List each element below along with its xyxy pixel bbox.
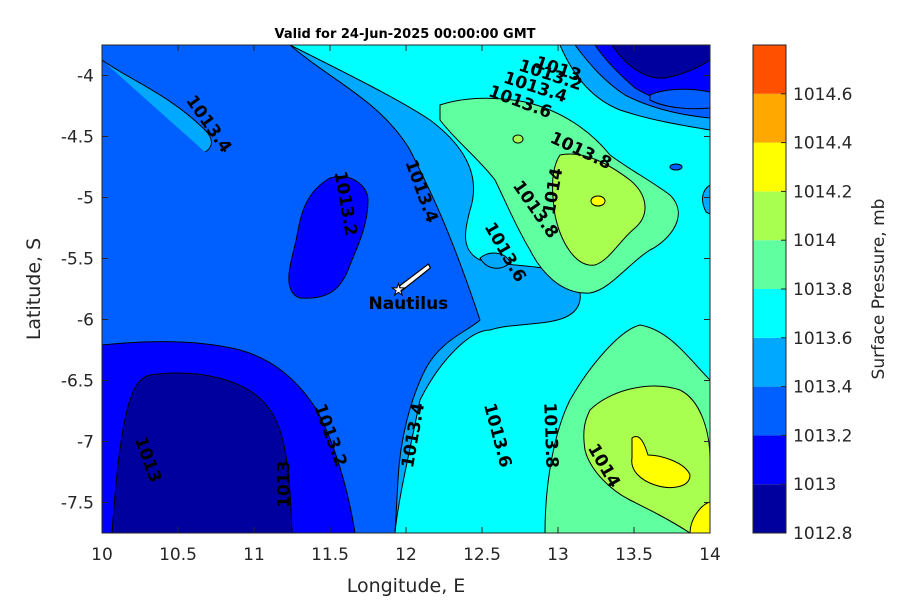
y-tick-label: -4 — [77, 67, 94, 87]
star-icon: ★ — [391, 280, 405, 299]
contour-label: 1013.8 — [539, 402, 561, 468]
colorbar: 1014.6 1014.4 1014.2 1014 1013.8 1013.6 1013.4… — [752, 44, 852, 544]
colorbar-tick-label: 1014 — [793, 231, 836, 251]
colorbar-tick-label: 1014.6 — [793, 85, 852, 105]
filled-contours — [102, 45, 710, 533]
contour-fill-1014-2-lower — [631, 436, 691, 488]
colorbar-swatch — [753, 240, 786, 289]
y-tick-label: -5 — [77, 189, 94, 209]
colorbar-swatch — [753, 435, 786, 485]
y-axis-label: Latitude, S — [23, 238, 45, 340]
contour-fill-1014-upper — [552, 153, 646, 266]
contour-fill-1012-8 — [111, 372, 293, 533]
x-axis-ticks: 10 10.5 11 11.5 12 12.5 13 13.5 14 — [91, 45, 721, 565]
x-tick-label: 12.5 — [463, 545, 501, 565]
y-tick-label: -7.5 — [61, 494, 94, 514]
y-tick-label: -6.5 — [61, 372, 94, 392]
colorbar-swatch — [753, 191, 786, 241]
colorbar-swatch — [753, 93, 786, 143]
colorbar-swatch — [753, 337, 786, 387]
y-tick-label: -6 — [77, 311, 94, 331]
colorbar-tick-label: 1013.8 — [793, 280, 852, 300]
x-axis-label: Longitude, E — [347, 575, 466, 597]
x-tick-label: 14 — [699, 545, 721, 565]
y-tick-label: -5.5 — [61, 250, 94, 270]
x-tick-label: 11.5 — [311, 545, 349, 565]
colorbar-tick-label: 1013.2 — [793, 426, 852, 446]
colorbar-tick-label: 1013 — [793, 475, 836, 495]
nautilus-marker: ★ Nautilus — [368, 263, 448, 314]
colorbar-tick-label: 1012.8 — [793, 524, 852, 544]
nautilus-label: Nautilus — [368, 294, 448, 314]
contour-label: 1013 — [274, 461, 294, 508]
heading-arrow — [398, 263, 432, 292]
x-tick-label: 12 — [395, 545, 417, 565]
x-tick-label: 11 — [243, 545, 265, 565]
colorbar-tick-label: 1014.4 — [793, 134, 852, 154]
colorbar-tick-label: 1014.2 — [793, 182, 852, 202]
x-tick-label: 10 — [91, 545, 113, 565]
colorbar-tick-label: 1013.6 — [793, 329, 852, 349]
x-tick-label: 13.5 — [615, 545, 653, 565]
colorbar-swatch — [753, 142, 786, 192]
colorbar-label: Surface Pressure, mb — [869, 199, 889, 380]
y-tick-label: -7 — [77, 433, 94, 453]
colorbar-swatch — [753, 45, 786, 94]
y-tick-label: -4.5 — [61, 128, 94, 148]
colorbar-swatch — [753, 484, 786, 533]
colorbar-tick-label: 1013.4 — [793, 378, 852, 398]
map-title: Valid for 24-Jun-2025 00:00:00 GMT — [275, 27, 536, 42]
y-axis-ticks: -4 -4.5 -5 -5.5 -6 -6.5 -7 -7.5 — [61, 67, 710, 514]
colorbar-swatch — [753, 386, 786, 436]
contour-fill-1013-0-center — [288, 176, 369, 299]
x-tick-label: 10.5 — [159, 545, 197, 565]
colorbar-swatch — [753, 289, 786, 338]
x-tick-label: 13 — [547, 545, 569, 565]
